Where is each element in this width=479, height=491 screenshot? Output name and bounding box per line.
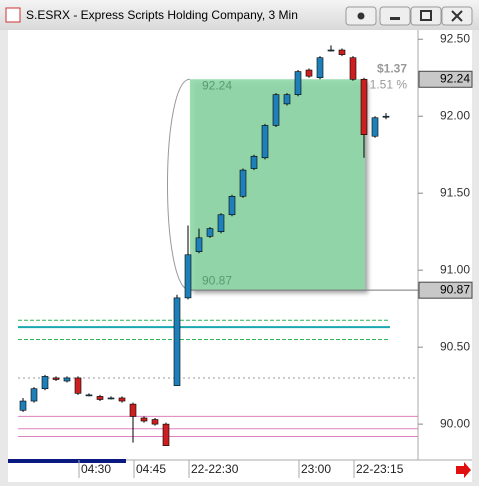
window-title: S.ESRX - Express Scripts Holding Company… (26, 8, 298, 22)
price-tag-label: 90.87 (440, 282, 470, 296)
y-tick-label: 92.00 (440, 108, 470, 122)
x-tick-label: 22-23:15 (356, 462, 404, 476)
price-tag (418, 281, 473, 299)
candle-body (129, 403, 137, 417)
candle-body (52, 377, 60, 380)
candle-body (305, 69, 313, 77)
measure-change: $1.37 (377, 61, 407, 75)
close-icon (451, 10, 463, 22)
measure-pct: 1.51 % (370, 77, 408, 91)
candle-body (74, 377, 82, 394)
candle-body (382, 115, 390, 118)
candle-body (173, 297, 181, 386)
candle-body (294, 71, 302, 95)
x-tick-label: 04:45 (136, 462, 166, 476)
y-tick-label: 91.50 (440, 185, 470, 199)
pin-icon (357, 12, 365, 20)
x-tick-label: 04:30 (81, 462, 111, 476)
candle-body (41, 376, 49, 390)
candle-body (151, 419, 159, 425)
app-icon (5, 7, 21, 23)
plot: 90.00 90.50 91.00 91.50 92.00 92.50 04:30 04:45… (18, 31, 473, 478)
measure-bracket (167, 78, 191, 291)
minimize-button[interactable] (379, 6, 411, 26)
candle-body (228, 195, 236, 216)
candle-body (239, 169, 247, 197)
maximize-button[interactable] (410, 6, 442, 26)
measure-end-label: 92.24 (202, 78, 232, 92)
candle-body (261, 125, 269, 159)
candle-body (63, 377, 71, 382)
candle-body (85, 394, 93, 397)
candle-body (184, 254, 192, 299)
candle-body (107, 397, 115, 400)
maximize-icon (420, 10, 432, 21)
candle-body (19, 400, 27, 411)
x-tick-label: 23:00 (301, 462, 331, 476)
price-tag (418, 70, 473, 88)
candle-body (96, 396, 104, 400)
candle-body (250, 155, 258, 169)
candle-body (371, 117, 379, 137)
candle-body (360, 78, 368, 135)
candle-body (283, 94, 291, 105)
candle-body (30, 388, 38, 402)
candle-body (327, 49, 335, 52)
candle-body (338, 49, 346, 55)
y-tick-label: 90.50 (440, 339, 470, 353)
y-tick-label: 91.00 (440, 262, 470, 276)
candle-body (272, 94, 280, 126)
y-tick-label: 92.50 (440, 31, 470, 45)
price-tag-label: 92.24 (440, 71, 470, 85)
candle-body (118, 397, 126, 402)
measure-start-label: 90.87 (202, 273, 232, 287)
candle-body (316, 57, 324, 79)
candle-body (206, 228, 214, 237)
scroll-bar[interactable] (8, 459, 126, 463)
x-tick-label: 22-22:30 (191, 462, 239, 476)
candle-body (195, 237, 203, 252)
minimize-icon (390, 17, 400, 20)
y-tick-label: 90.00 (440, 416, 470, 430)
candle-body (349, 57, 357, 80)
candle-body (217, 214, 225, 232)
candle-body (162, 423, 170, 446)
scroll-arrow[interactable] (456, 462, 471, 478)
candle-body (140, 417, 148, 422)
